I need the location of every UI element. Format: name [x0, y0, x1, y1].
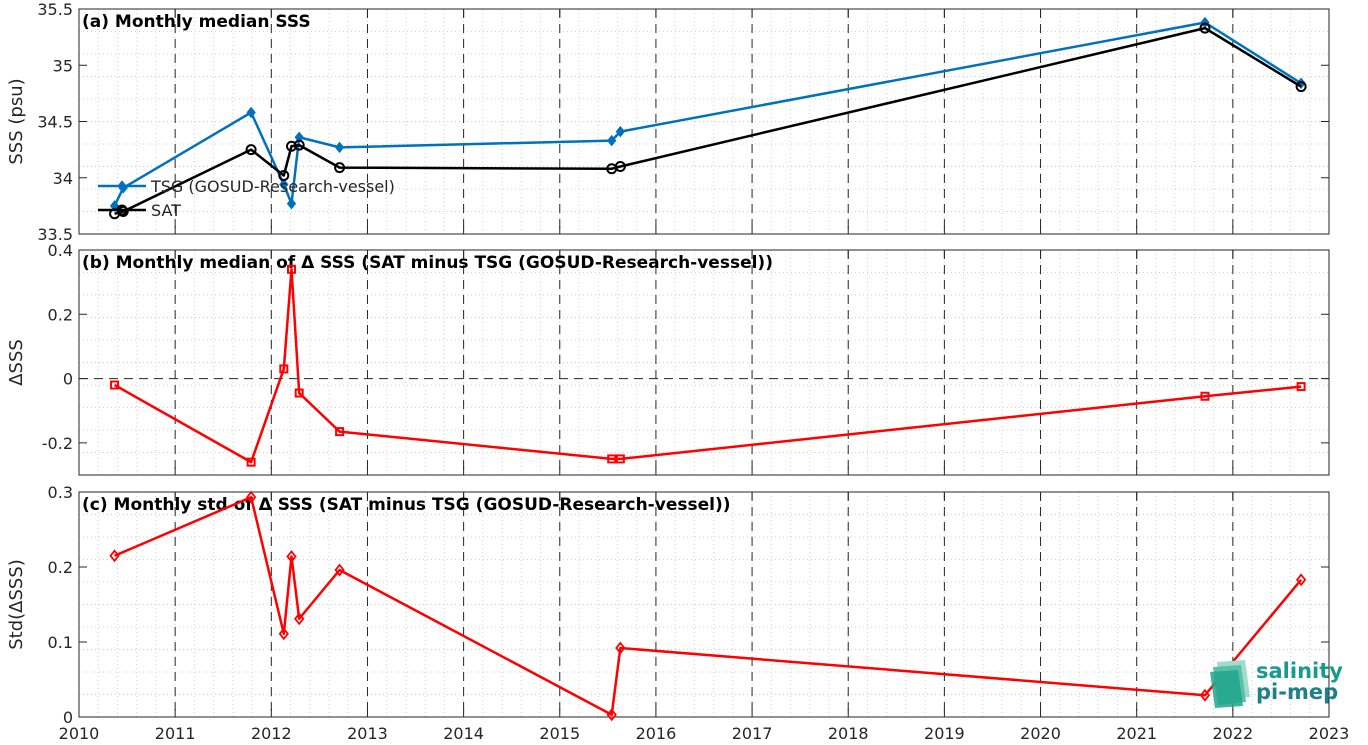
data-point	[294, 388, 304, 398]
data-point	[294, 131, 304, 144]
series-line	[114, 26, 1302, 215]
logo-text-line1: salinity	[1256, 659, 1343, 683]
series-delta-0	[109, 490, 1307, 722]
data-point	[286, 140, 297, 152]
data-point	[334, 162, 346, 174]
data-point	[1296, 382, 1306, 392]
data-point	[246, 457, 256, 467]
y-tick-label: -0.2	[42, 434, 73, 453]
axes-box	[78, 249, 1330, 476]
y-tick-label: 35.5	[37, 0, 73, 19]
x-tick-label: 2019	[924, 724, 965, 743]
logo-text-line2: pi-mep	[1256, 680, 1338, 704]
panel-c: 0 0.1 0.2 0.3 2010 2011 2012 2013 2014 2015 2016 20…	[6, 483, 1349, 743]
data-point	[293, 139, 305, 151]
data-point	[287, 264, 296, 274]
y-tick-label: 0.4	[48, 241, 73, 260]
data-point	[279, 178, 289, 191]
data-point	[606, 708, 617, 722]
x-tick-label: 2023	[1309, 724, 1350, 743]
data-point	[615, 454, 625, 464]
series-line	[114, 496, 1303, 716]
panel-title: (c) Monthly std of Δ SSS (SAT minus TSG …	[82, 495, 730, 515]
data-point	[279, 364, 289, 374]
series-delta-0	[110, 264, 1306, 467]
series-line	[113, 268, 1302, 464]
x-tick-label: 2010	[59, 724, 100, 743]
data-point	[286, 550, 297, 563]
y-axis-label: ΔSSS	[6, 339, 27, 386]
data-point	[117, 206, 129, 217]
y-tick-label: 0.2	[48, 558, 73, 577]
legend-marker	[117, 180, 127, 192]
data-point	[334, 563, 345, 577]
panel-a: 33.5 34 34.5 35 35.5 SSS (psu) (a) Monthly med…	[6, 0, 1330, 244]
axes-box	[78, 491, 1330, 718]
data-point	[615, 125, 625, 138]
legend-label: TSG (GOSUD-Research-vessel)	[150, 177, 395, 196]
data-point	[607, 454, 617, 464]
x-tick-label: 2013	[347, 724, 388, 743]
panel-title: (a) Monthly median SSS	[82, 12, 311, 32]
data-point	[615, 641, 626, 655]
data-point	[286, 197, 297, 210]
y-tick-label: 0	[63, 708, 73, 727]
panel-b: -0.2 0 0.2 0.4 ΔSSS (b) Monthly median of Δ S…	[6, 241, 1330, 476]
x-tick-label: 2021	[1116, 724, 1157, 743]
data-point	[110, 380, 120, 390]
y-axis-label: SSS (psu)	[6, 78, 27, 164]
x-tick-label: 2018	[828, 724, 869, 743]
y-tick-label: 34	[53, 169, 73, 188]
data-point	[278, 627, 289, 641]
series-sat-1	[109, 22, 1307, 220]
x-tick-label: 2011	[155, 724, 196, 743]
y-axis-label: Std(ΔSSS)	[6, 559, 27, 650]
data-point	[607, 134, 617, 147]
legend-marker	[116, 204, 128, 216]
data-point	[334, 141, 345, 154]
data-point	[245, 490, 257, 504]
data-point	[335, 427, 345, 437]
x-tick-label: 2020	[1020, 724, 1061, 743]
x-tick-label: 2014	[443, 724, 484, 743]
salinity-pi-mep-logo: salinity pi-mep	[1210, 659, 1343, 708]
data-point	[294, 612, 305, 626]
x-tick-label: 2012	[251, 724, 292, 743]
legend-label: SAT	[151, 201, 181, 220]
logo-mark-icon	[1210, 660, 1250, 708]
series-tsg-0	[109, 16, 1306, 212]
y-tick-label: 0	[63, 370, 73, 389]
y-tick-label: 33.5	[37, 225, 73, 244]
data-point	[1295, 81, 1307, 93]
y-tick-label: 0.2	[48, 305, 73, 324]
data-point	[278, 170, 290, 181]
x-tick-label: 2015	[539, 724, 580, 743]
y-tick-label: 0.3	[48, 483, 73, 502]
y-tick-label: 34.5	[37, 113, 73, 132]
x-tick-label: 2017	[732, 724, 773, 743]
data-point	[1200, 391, 1210, 401]
data-point	[1295, 573, 1307, 587]
y-tick-label: 0.1	[48, 633, 73, 652]
x-tick-label: 2016	[636, 724, 677, 743]
data-point	[109, 549, 120, 563]
x-tick-label: 2022	[1212, 724, 1253, 743]
panel-title: (b) Monthly median of Δ SSS (SAT minus T…	[82, 253, 773, 273]
data-point	[246, 106, 256, 119]
data-point	[1199, 22, 1211, 34]
data-point	[1199, 688, 1211, 702]
data-point	[245, 144, 257, 156]
y-tick-label: 35	[53, 56, 73, 75]
data-point	[614, 161, 626, 172]
legend: TSG (GOSUD-Research-vessel) SAT	[98, 177, 395, 220]
